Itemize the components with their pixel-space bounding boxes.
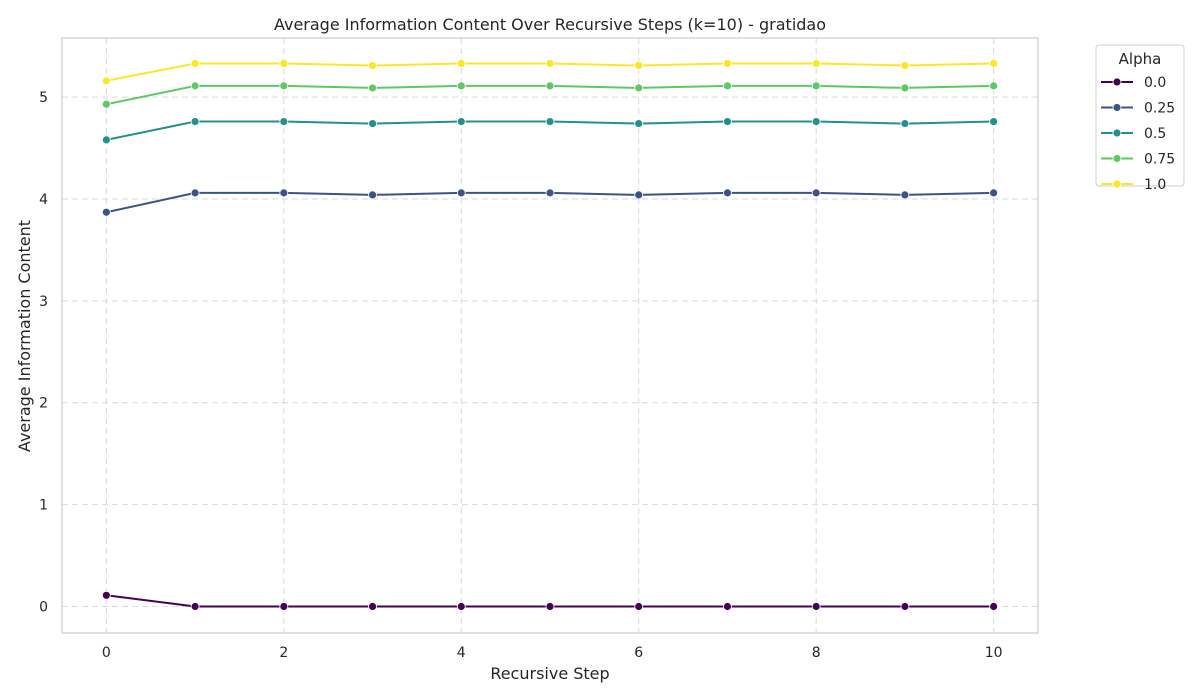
data-point [634,61,644,70]
legend-swatch-marker [1112,179,1122,189]
data-point [723,602,732,611]
y-tick-label: 4 [39,192,48,208]
legend-item: 0.0 [1101,75,1166,91]
series-0.25 [101,188,999,217]
data-point [989,602,999,611]
legend: Alpha 0.0 0.25 0.5 0.75 1.0 [1095,44,1185,193]
data-point [634,119,644,128]
data-point [989,81,999,91]
data-point [989,117,999,126]
data-point [456,602,466,611]
data-point [811,117,821,126]
data-point [900,83,910,93]
data-point [101,590,111,600]
legend-label: 0.0 [1144,75,1166,91]
data-point [811,81,821,91]
data-point [900,61,910,70]
y-tick-label: 3 [39,294,48,310]
data-point [368,83,377,93]
legend-label: 0.25 [1144,101,1175,117]
data-point [900,119,910,128]
legend-swatch-marker [1112,128,1122,138]
data-point [989,188,999,198]
legend-swatch-marker [1112,154,1122,163]
data-point [811,59,821,68]
x-tick-label: 0 [102,645,111,661]
data-point [368,61,377,70]
data-point [634,602,644,611]
data-point [368,119,377,128]
legend-label: 1.0 [1144,177,1166,193]
series-0.0 [101,590,999,611]
x-tick-label: 4 [457,645,466,661]
y-tick-label: 2 [39,396,48,412]
data-point [190,188,200,198]
legend-item: 1.0 [1101,177,1166,193]
data-point [101,99,111,109]
legend-label: 0.75 [1144,152,1175,168]
x-tick-label: 6 [634,645,643,661]
data-point [456,188,466,198]
y-tick-label: 0 [39,600,48,616]
legend-item: 0.5 [1101,126,1166,142]
data-point [279,188,289,198]
data-point [101,135,111,145]
series-1.0 [101,59,999,86]
legend-item: 0.25 [1101,101,1175,117]
data-point [634,190,644,200]
data-point [456,117,466,126]
y-tick-label: 1 [39,498,48,514]
data-point [279,59,289,68]
data-point [545,188,555,198]
data-point [101,76,111,86]
data-point [279,81,289,91]
data-point [723,59,732,68]
data-point [900,190,910,200]
x-tick-label: 10 [985,645,1003,661]
data-point [811,188,821,198]
legend-item: 0.75 [1101,152,1175,168]
data-point [190,81,200,91]
data-point [190,117,200,126]
data-point [989,59,999,68]
x-tick-label: 8 [812,645,821,661]
legend-title: Alpha [1119,50,1162,68]
data-point [279,602,289,611]
data-point [368,190,377,200]
data-point [723,81,732,91]
y-tick-label: 5 [39,90,48,106]
y-axis-ticks: 0 1 2 3 4 5 [39,90,48,615]
data-point [279,117,289,126]
data-point [811,602,821,611]
series-layer [101,59,999,611]
data-point [545,602,555,611]
data-point [900,602,910,611]
legend-swatch-marker [1112,103,1122,112]
chart-title: Average Information Content Over Recursi… [274,15,826,34]
series-0.75 [101,81,999,109]
x-tick-label: 2 [279,645,288,661]
data-point [545,59,555,68]
data-point [101,207,111,217]
data-point [456,59,466,68]
x-axis-label: Recursive Step [490,664,609,683]
data-point [723,117,732,126]
y-axis-label: Average Information Content [15,220,34,452]
legend-label: 0.5 [1144,126,1166,142]
legend-items: 0.0 0.25 0.5 0.75 1.0 [1101,75,1175,193]
data-point [723,188,732,198]
legend-swatch-marker [1112,77,1122,87]
data-point [545,117,555,126]
data-point [190,59,200,68]
data-point [634,83,644,93]
series-0.5 [101,117,999,145]
data-point [190,602,200,611]
data-point [368,602,377,611]
data-point [456,81,466,91]
x-axis-ticks: 0 2 4 6 8 10 [102,645,1003,661]
data-point [545,81,555,91]
plot-frame [61,37,1039,634]
